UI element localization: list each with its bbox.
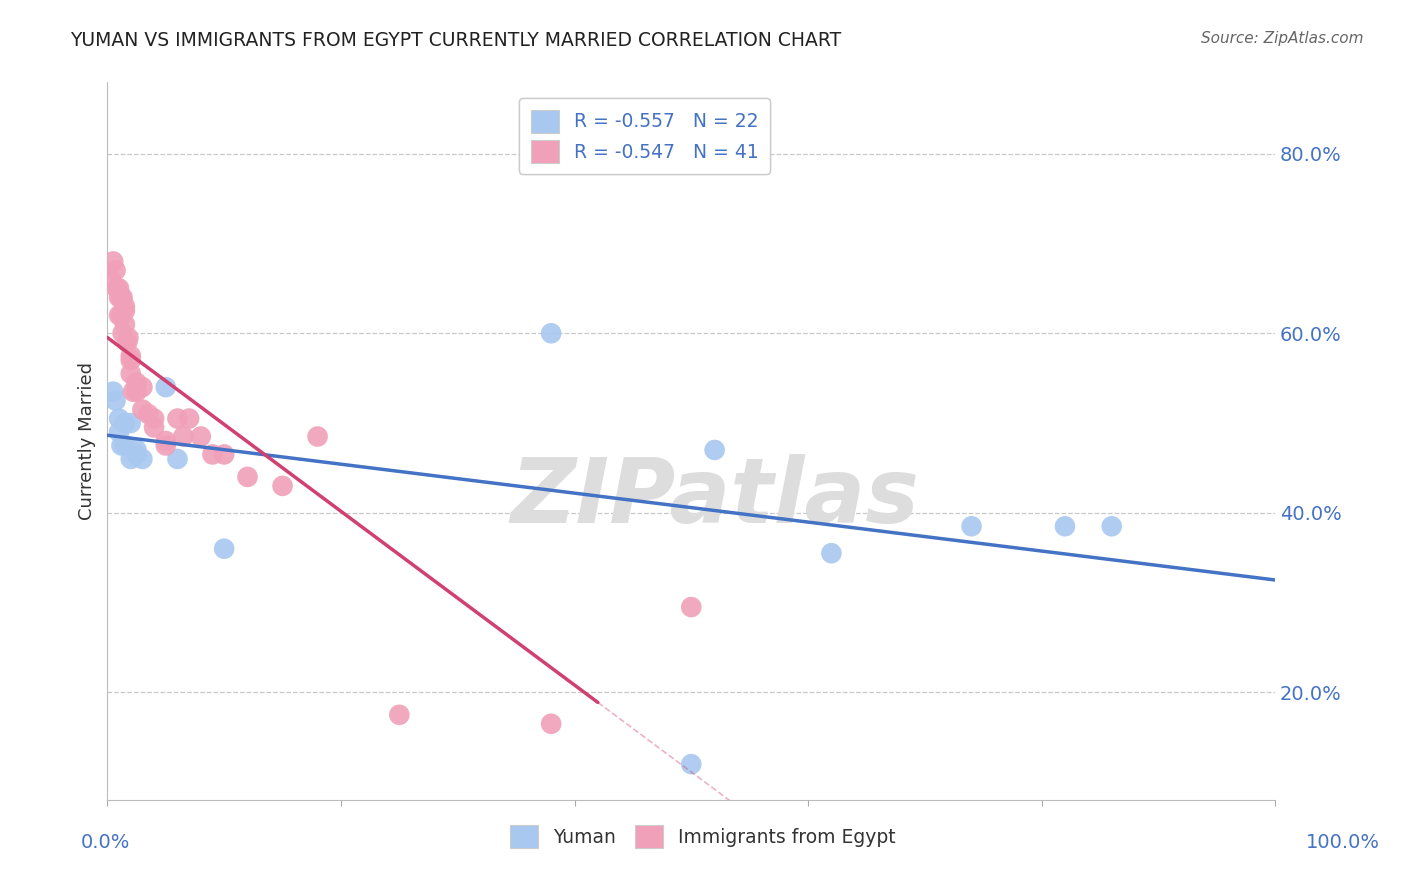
Point (120, 353, 142, 368)
Point (111, 290, 134, 304)
Point (131, 452, 153, 467)
Point (103, 254, 125, 268)
Point (120, 452, 142, 467)
Point (108, 411, 131, 425)
Point (110, 308, 132, 322)
Point (108, 290, 131, 304)
Point (105, 281, 128, 295)
Point (155, 434, 177, 448)
Point (179, 411, 201, 425)
Point (108, 425, 131, 439)
Point (271, 479, 294, 493)
Point (110, 438, 132, 452)
Point (166, 452, 188, 467)
Point (100, 272, 122, 286)
Point (1101, 519, 1123, 533)
Point (540, 326, 562, 341)
Point (125, 442, 148, 457)
Point (114, 438, 136, 452)
Point (114, 416, 136, 430)
Text: 0.0%: 0.0% (80, 833, 131, 853)
Point (114, 318, 136, 332)
Point (143, 420, 166, 434)
Point (104, 263, 127, 277)
Legend: R = -0.557   N = 22, R = -0.547   N = 41: R = -0.557 N = 22, R = -0.547 N = 41 (519, 98, 769, 174)
Point (108, 281, 131, 295)
Point (155, 380, 177, 394)
Point (201, 447, 224, 461)
Point (703, 442, 725, 457)
Point (307, 429, 329, 443)
Point (540, 716, 562, 731)
Point (131, 402, 153, 417)
Point (120, 367, 142, 381)
Text: YUMAN VS IMMIGRANTS FROM EGYPT CURRENTLY MARRIED CORRELATION CHART: YUMAN VS IMMIGRANTS FROM EGYPT CURRENTLY… (70, 31, 842, 50)
Point (110, 290, 132, 304)
Point (120, 349, 142, 363)
Text: Source: ZipAtlas.com: Source: ZipAtlas.com (1201, 31, 1364, 46)
Point (172, 429, 194, 443)
Point (166, 411, 188, 425)
Point (114, 299, 136, 313)
Point (111, 326, 134, 341)
Point (104, 393, 127, 408)
Point (1053, 519, 1076, 533)
Text: ZIPatlas: ZIPatlas (510, 454, 920, 542)
Point (155, 438, 177, 452)
Point (143, 411, 166, 425)
Point (122, 384, 145, 399)
Text: 100.0%: 100.0% (1306, 833, 1379, 853)
Point (136, 407, 159, 421)
Point (115, 335, 138, 350)
Point (388, 707, 411, 722)
Point (125, 447, 148, 461)
Point (212, 541, 235, 556)
Point (820, 546, 842, 560)
Point (131, 380, 153, 394)
Point (190, 429, 212, 443)
Point (681, 600, 703, 615)
Point (125, 384, 148, 399)
Point (117, 331, 139, 345)
Point (125, 376, 148, 390)
Point (114, 303, 136, 318)
Y-axis label: Currently Married: Currently Married (79, 362, 96, 520)
Point (212, 447, 235, 461)
Point (236, 470, 259, 484)
Point (120, 416, 142, 430)
Point (108, 308, 131, 322)
Point (681, 757, 703, 772)
Point (960, 519, 983, 533)
Legend: Yuman, Immigrants from Egypt: Yuman, Immigrants from Egypt (503, 818, 903, 855)
Point (103, 384, 125, 399)
